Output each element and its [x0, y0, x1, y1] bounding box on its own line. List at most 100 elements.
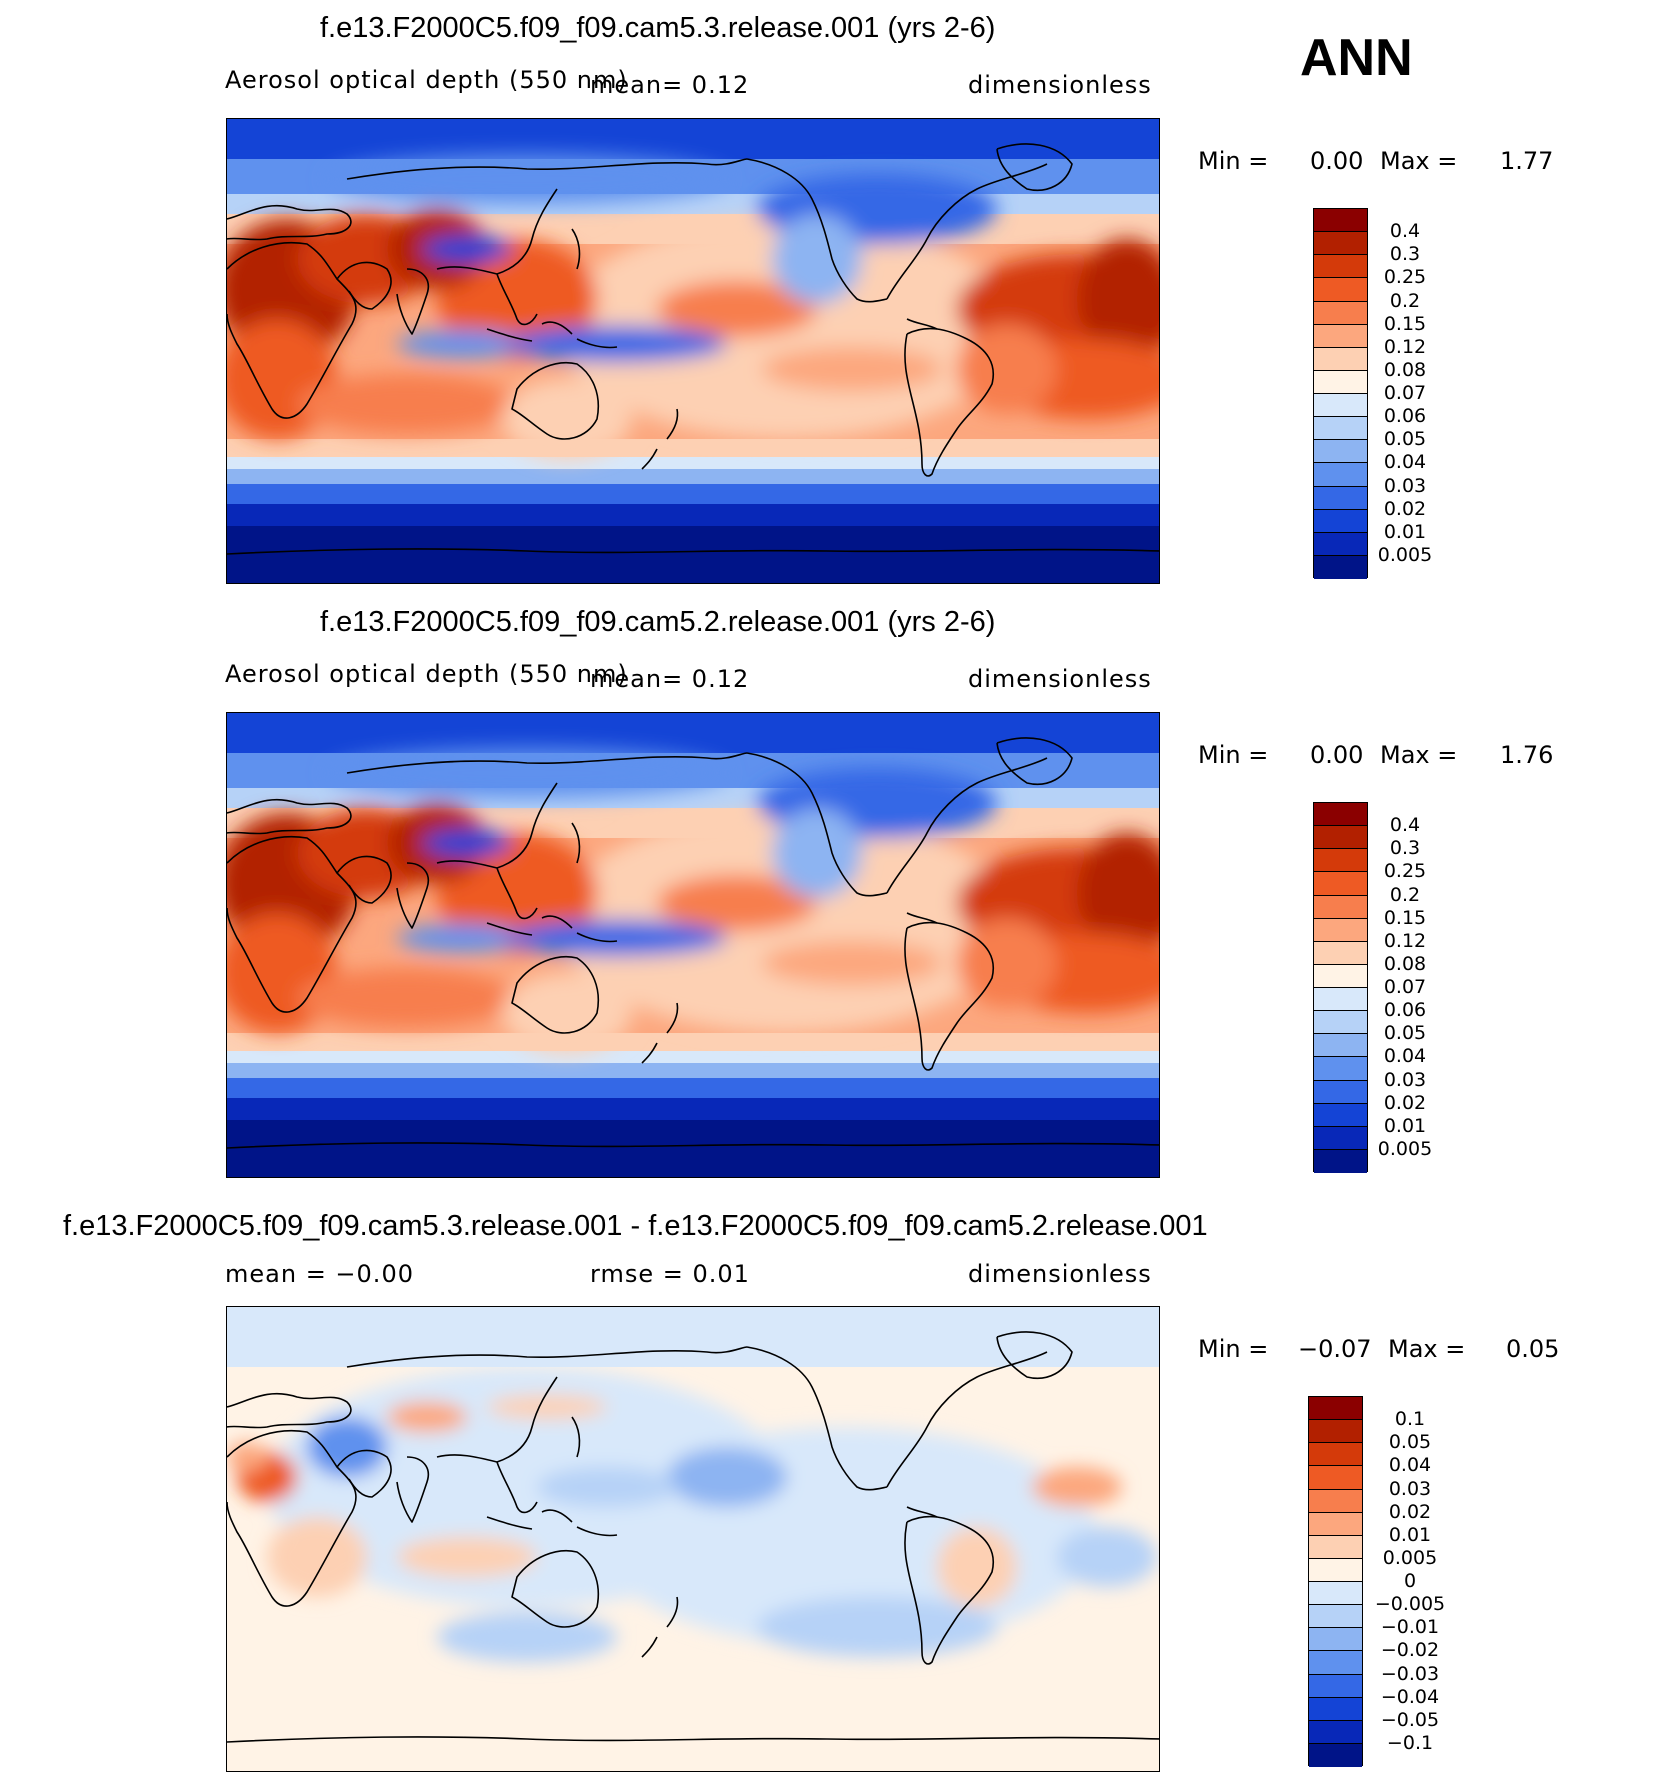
colorbar-tick-label: 0.02: [1383, 1091, 1427, 1114]
colorbar-tick-label: 0.25: [1383, 266, 1427, 289]
panel1-mean-label: mean= 0.12: [590, 71, 750, 99]
colorbar-tick-label: 0.25: [1383, 860, 1427, 883]
colorbar-swatch: [1309, 1512, 1362, 1536]
colorbar-swatch: [1314, 1126, 1367, 1150]
colorbar-swatch: [1314, 232, 1367, 256]
colorbar-tick-label: 0.02: [1383, 497, 1427, 520]
colorbar-swatch: [1314, 532, 1367, 556]
colorbar-swatch: [1314, 941, 1367, 965]
colorbar-tick-label: 0.06: [1383, 999, 1427, 1022]
colorbar-tick-label: 0.01: [1388, 1523, 1432, 1546]
colorbar-tick-label: 0.06: [1383, 405, 1427, 428]
colorbar-swatch: [1309, 1489, 1362, 1513]
colorbar-swatch: [1309, 1628, 1362, 1652]
colorbar-tick-label: 0.15: [1383, 906, 1427, 929]
panel2-max-value: 1.76: [1500, 741, 1554, 769]
panel3-mean-label: mean = −0.00: [225, 1260, 414, 1288]
panel2-map-canvas: [227, 713, 1159, 1177]
panel3-rmse-label: rmse = 0.01: [590, 1260, 750, 1288]
colorbar-swatch: [1314, 964, 1367, 988]
colorbar-tick-label: −0.01: [1380, 1616, 1440, 1639]
panel2-title: f.e13.F2000C5.f09_f09.cam5.2.release.001…: [320, 606, 996, 638]
colorbar-tick-label: 0.05: [1383, 1022, 1427, 1045]
colorbar-tick-label: 0.08: [1383, 952, 1427, 975]
colorbar-swatch: [1314, 803, 1367, 827]
panel3-title: f.e13.F2000C5.f09_f09.cam5.3.release.001…: [63, 1210, 1208, 1242]
colorbar-swatch: [1314, 1149, 1367, 1173]
colorbar-swatch: [1309, 1558, 1362, 1582]
colorbar-tick-label: 0.005: [1382, 1546, 1438, 1569]
colorbar-tick-label: −0.1: [1386, 1731, 1434, 1754]
colorbar-tick-label: 0.04: [1388, 1454, 1432, 1477]
panel1-title: f.e13.F2000C5.f09_f09.cam5.3.release.001…: [320, 12, 996, 44]
colorbar-tick-label: 0.07: [1383, 382, 1427, 404]
panel2-mean-label: mean= 0.12: [590, 665, 750, 693]
colorbar-tick-label: 0.3: [1389, 243, 1421, 266]
colorbar-tick-label: 0.03: [1383, 474, 1427, 497]
colorbar-tick-label: 0.12: [1383, 335, 1427, 358]
colorbar-swatch: [1314, 849, 1367, 873]
panel1-min-value: 0.00: [1310, 147, 1364, 175]
panel1-map-canvas: [227, 119, 1159, 583]
panel2-colorbar: [1313, 802, 1368, 1173]
colorbar-swatch: [1309, 1743, 1362, 1767]
colorbar-swatch: [1309, 1466, 1362, 1490]
colorbar-tick-label: 0.02: [1388, 1500, 1432, 1523]
colorbar-swatch: [1309, 1605, 1362, 1629]
colorbar-tick-label: 0.04: [1383, 1045, 1427, 1068]
colorbar-tick-label: 0.2: [1389, 883, 1421, 906]
colorbar-swatch: [1314, 872, 1367, 896]
colorbar-swatch: [1314, 486, 1367, 510]
colorbar-tick-label: 0.01: [1383, 1114, 1427, 1137]
panel3-colorbar: [1308, 1396, 1363, 1767]
panel3-map-canvas: [227, 1307, 1159, 1771]
colorbar-swatch: [1314, 509, 1367, 533]
colorbar-swatch: [1314, 1080, 1367, 1104]
colorbar-swatch: [1314, 1103, 1367, 1127]
colorbar-tick-label: −0.02: [1380, 1639, 1440, 1662]
panel1-colorbar: [1313, 208, 1368, 579]
colorbar-tick-label: 0.03: [1383, 1068, 1427, 1091]
colorbar-tick-label: 0.05: [1388, 1431, 1432, 1454]
panel1-map: [226, 118, 1160, 584]
colorbar-swatch: [1314, 417, 1367, 441]
colorbar-tick-label: 0.2: [1389, 289, 1421, 312]
panel2-variable-label: Aerosol optical depth (550 nm): [225, 660, 628, 688]
colorbar-tick-label: 0.005: [1377, 1137, 1433, 1160]
colorbar-swatch: [1309, 1697, 1362, 1721]
colorbar-tick-label: 0.1: [1394, 1408, 1426, 1431]
colorbar-tick-label: 0.04: [1383, 451, 1427, 474]
panel2-map: [226, 712, 1160, 1178]
colorbar-swatch: [1314, 301, 1367, 325]
panel1-max-label: Max =: [1380, 147, 1458, 175]
panel3-map: [226, 1306, 1160, 1772]
colorbar-swatch: [1314, 324, 1367, 348]
colorbar-tick-label: 0.15: [1383, 312, 1427, 335]
colorbar-tick-label: −0.005: [1374, 1593, 1446, 1616]
colorbar-swatch: [1314, 370, 1367, 394]
colorbar-tick-label: 0.05: [1383, 428, 1427, 451]
colorbar-swatch: [1309, 1397, 1362, 1421]
colorbar-swatch: [1314, 394, 1367, 418]
colorbar-tick-label: 0.12: [1383, 929, 1427, 952]
colorbar-swatch: [1314, 895, 1367, 919]
colorbar-swatch: [1309, 1535, 1362, 1559]
colorbar-swatch: [1314, 440, 1367, 464]
colorbar-swatch: [1309, 1720, 1362, 1744]
panel3-units-label: dimensionless: [968, 1260, 1152, 1288]
colorbar-tick-label: 0.08: [1383, 358, 1427, 381]
colorbar-tick-label: 0.01: [1383, 520, 1427, 543]
season-label: ANN: [1300, 29, 1413, 87]
colorbar-swatch: [1314, 1011, 1367, 1035]
colorbar-swatch: [1309, 1443, 1362, 1467]
panel1-units-label: dimensionless: [968, 71, 1152, 99]
colorbar-swatch: [1309, 1420, 1362, 1444]
colorbar-swatch: [1309, 1582, 1362, 1606]
colorbar-swatch: [1314, 278, 1367, 302]
colorbar-swatch: [1314, 463, 1367, 487]
colorbar-tick-label: −0.04: [1380, 1685, 1440, 1708]
colorbar-swatch: [1314, 209, 1367, 233]
colorbar-swatch: [1314, 1057, 1367, 1081]
panel3-max-label: Max =: [1388, 1335, 1466, 1363]
colorbar-tick-label: 0.005: [1377, 543, 1433, 566]
